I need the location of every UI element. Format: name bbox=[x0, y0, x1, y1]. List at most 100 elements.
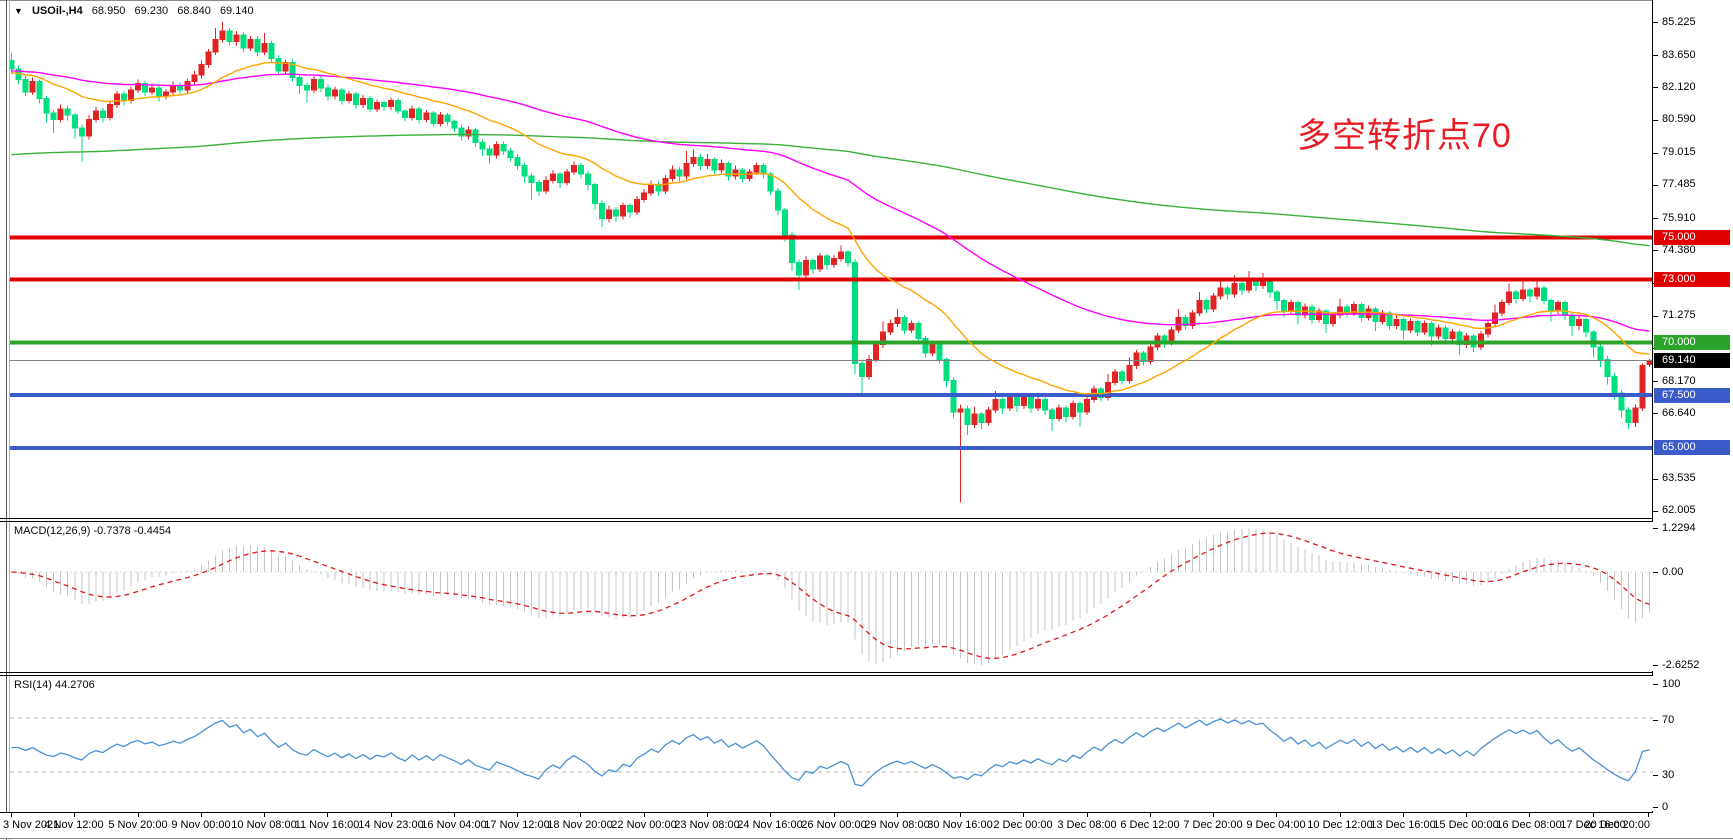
candlestick-chart bbox=[10, 22, 1653, 503]
time-tick-mark bbox=[1087, 813, 1088, 817]
price-tick-label: 71.275 bbox=[1662, 309, 1696, 321]
chart-title-bar: ▼ USOil-,H4 68.950 69.230 68.840 69.140 bbox=[14, 5, 254, 17]
price-tick-label: 80.590 bbox=[1662, 113, 1696, 125]
rsi-value: 44.2706 bbox=[54, 679, 95, 691]
price-tick-mark bbox=[1653, 153, 1658, 154]
time-tick-mark bbox=[1276, 813, 1277, 817]
time-tick-label: 3 Nov 2021 bbox=[3, 819, 60, 831]
ohlc-readout: 68.950 69.230 68.840 69.140 bbox=[86, 5, 254, 17]
panel-separator bbox=[0, 812, 1653, 813]
rsi-tick-mark bbox=[1653, 807, 1658, 808]
price-tick-mark bbox=[1653, 381, 1658, 382]
rsi-panel[interactable]: RSI(14) 44.2706 bbox=[10, 676, 1653, 811]
chevron-down-icon[interactable]: ▼ bbox=[14, 6, 23, 16]
macd-panel[interactable]: MACD(12,26,9) -0.7378 -0.4454 bbox=[10, 522, 1653, 671]
time-tick-mark bbox=[1466, 813, 1467, 817]
time-tick-mark bbox=[74, 813, 75, 817]
price-tick-label: 82.120 bbox=[1662, 81, 1696, 93]
macd-signal-value: -0.4454 bbox=[133, 525, 172, 537]
price-tick-label: 74.380 bbox=[1662, 244, 1696, 256]
time-tick-label: 29 Nov 08:00 bbox=[864, 819, 930, 831]
price-tick-label: 83.650 bbox=[1662, 49, 1696, 61]
macd-value: -0.7378 bbox=[93, 525, 131, 537]
rsi-name: RSI(14) bbox=[14, 679, 52, 691]
price-tick-mark bbox=[1653, 316, 1658, 317]
price-tick-mark bbox=[1653, 185, 1658, 186]
time-tick-mark bbox=[770, 813, 771, 817]
time-tick-label: 18 Nov 20:00 bbox=[547, 819, 613, 831]
time-tick-mark bbox=[391, 813, 392, 817]
panel-separator[interactable] bbox=[0, 675, 1653, 676]
price-axis[interactable]: 85.225 83.650 82.120 80.590 79.015 77.485 75.9… bbox=[1653, 0, 1733, 813]
time-tick-mark bbox=[454, 813, 455, 817]
panel-separator[interactable] bbox=[0, 521, 1653, 522]
left-splitter-line[interactable] bbox=[6, 0, 7, 840]
price-badge-67500: 67.500 bbox=[1654, 388, 1730, 403]
rsi-tick-mark bbox=[1653, 720, 1658, 721]
time-tick-label: 16 Nov 04:00 bbox=[421, 819, 487, 831]
macd-label: MACD(12,26,9) -0.7378 -0.4454 bbox=[14, 525, 171, 537]
rsi-axis-label: 30 bbox=[1662, 769, 1675, 781]
macd-name: MACD(12,26,9) bbox=[14, 525, 91, 537]
rsi-label: RSI(14) 44.2706 bbox=[14, 679, 95, 691]
left-splitter-line-2[interactable] bbox=[9, 0, 10, 840]
high-value: 69.230 bbox=[134, 5, 169, 17]
time-tick-label: 17 Nov 12:00 bbox=[484, 819, 550, 831]
time-tick-mark bbox=[707, 813, 708, 817]
time-tick-label: 22 Nov 00:00 bbox=[611, 819, 677, 831]
time-tick-mark bbox=[1150, 813, 1151, 817]
time-tick-label: 11 Nov 16:00 bbox=[294, 819, 360, 831]
price-tick-mark bbox=[1653, 413, 1658, 414]
time-tick-label: 20 Dec 20:00 bbox=[1584, 819, 1650, 831]
time-tick-label: 17 Dec 16:00 bbox=[1560, 819, 1626, 831]
price-tick-mark bbox=[1653, 511, 1658, 512]
symbol-timeframe-label: USOil-,H4 bbox=[31, 5, 83, 17]
time-tick-label: 15 Dec 00:00 bbox=[1433, 819, 1499, 831]
open-value: 68.950 bbox=[91, 5, 126, 17]
time-tick-label: 5 Nov 20:00 bbox=[108, 819, 168, 831]
main-chart-panel[interactable] bbox=[10, 2, 1653, 517]
time-tick-label: 9 Dec 04:00 bbox=[1246, 819, 1306, 831]
time-tick-mark bbox=[138, 813, 139, 817]
rsi-axis-label: 100 bbox=[1662, 678, 1681, 690]
time-tick-mark bbox=[644, 813, 645, 817]
time-axis[interactable]: 3 Nov 2021 4 Nov 12:00 5 Nov 20:00 9 Nov 00… bbox=[0, 813, 1733, 839]
time-tick-label: 10 Dec 12:00 bbox=[1307, 819, 1373, 831]
macd-tick-mark bbox=[1653, 528, 1658, 529]
time-tick-mark bbox=[834, 813, 835, 817]
price-tick-label: 79.015 bbox=[1662, 146, 1696, 158]
time-tick-mark bbox=[264, 813, 265, 817]
price-tick-label: 85.225 bbox=[1662, 16, 1696, 28]
price-badge-65000: 65.000 bbox=[1654, 440, 1730, 455]
price-tick-label: 66.640 bbox=[1662, 407, 1696, 419]
price-tick-mark bbox=[1653, 87, 1658, 88]
price-tick-mark bbox=[1653, 22, 1658, 23]
price-tick-label: 75.910 bbox=[1662, 212, 1696, 224]
price-badge-69140: 69.140 bbox=[1654, 353, 1730, 368]
price-tick-label: 77.485 bbox=[1662, 178, 1696, 190]
macd-tick-mark bbox=[1653, 572, 1658, 573]
time-tick-mark bbox=[201, 813, 202, 817]
price-tick-label: 62.005 bbox=[1662, 504, 1696, 516]
time-tick-label: 23 Nov 08:00 bbox=[674, 819, 740, 831]
time-tick-label: 2 Dec 00:00 bbox=[993, 819, 1053, 831]
time-tick-label: 13 Dec 16:00 bbox=[1370, 819, 1436, 831]
chart-annotation-text: 多空转折点70 bbox=[1297, 117, 1512, 155]
price-tick-mark bbox=[1653, 250, 1658, 251]
time-tick-mark bbox=[1593, 813, 1594, 817]
time-tick-label: 24 Nov 16:00 bbox=[737, 819, 803, 831]
price-badge-73000: 73.000 bbox=[1654, 272, 1730, 287]
time-tick-label: 14 Nov 23:00 bbox=[358, 819, 424, 831]
panel-separator[interactable] bbox=[0, 672, 1653, 673]
panel-separator[interactable] bbox=[0, 518, 1653, 519]
time-tick-mark bbox=[1340, 813, 1341, 817]
time-tick-mark bbox=[517, 813, 518, 817]
time-tick-label: 6 Dec 12:00 bbox=[1120, 819, 1180, 831]
time-tick-mark bbox=[11, 813, 12, 817]
time-tick-mark bbox=[580, 813, 581, 817]
time-tick-label: 7 Dec 20:00 bbox=[1183, 819, 1243, 831]
macd-chart bbox=[10, 528, 1653, 666]
time-tick-mark bbox=[1023, 813, 1024, 817]
time-tick-mark bbox=[327, 813, 328, 817]
price-tick-mark bbox=[1653, 218, 1658, 219]
